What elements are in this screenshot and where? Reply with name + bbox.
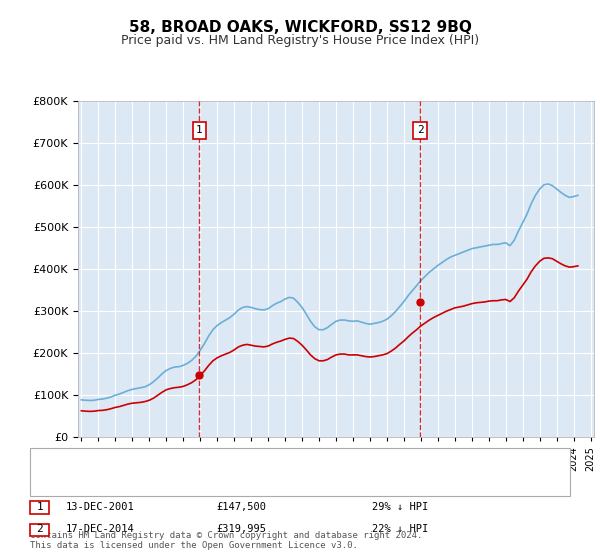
Text: £147,500: £147,500 — [216, 502, 266, 512]
Text: 58, BROAD OAKS, WICKFORD, SS12 9BQ: 58, BROAD OAKS, WICKFORD, SS12 9BQ — [128, 20, 472, 35]
Text: 58, BROAD OAKS, WICKFORD, SS12 9BQ (detached house): 58, BROAD OAKS, WICKFORD, SS12 9BQ (deta… — [72, 456, 391, 466]
Text: —: — — [48, 452, 65, 470]
Text: 2: 2 — [416, 125, 424, 135]
Text: 22% ↓ HPI: 22% ↓ HPI — [372, 524, 428, 534]
Text: £319,995: £319,995 — [216, 524, 266, 534]
Text: 29% ↓ HPI: 29% ↓ HPI — [372, 502, 428, 512]
Text: Price paid vs. HM Land Registry's House Price Index (HPI): Price paid vs. HM Land Registry's House … — [121, 34, 479, 46]
Text: 13-DEC-2001: 13-DEC-2001 — [66, 502, 135, 512]
Text: 2: 2 — [36, 524, 43, 534]
Text: HPI: Average price, detached house, Basildon: HPI: Average price, detached house, Basi… — [72, 477, 347, 487]
Text: Contains HM Land Registry data © Crown copyright and database right 2024.
This d: Contains HM Land Registry data © Crown c… — [30, 530, 422, 550]
Text: —: — — [48, 473, 65, 491]
Text: 1: 1 — [36, 502, 43, 512]
Text: 1: 1 — [196, 125, 203, 135]
Text: 17-DEC-2014: 17-DEC-2014 — [66, 524, 135, 534]
